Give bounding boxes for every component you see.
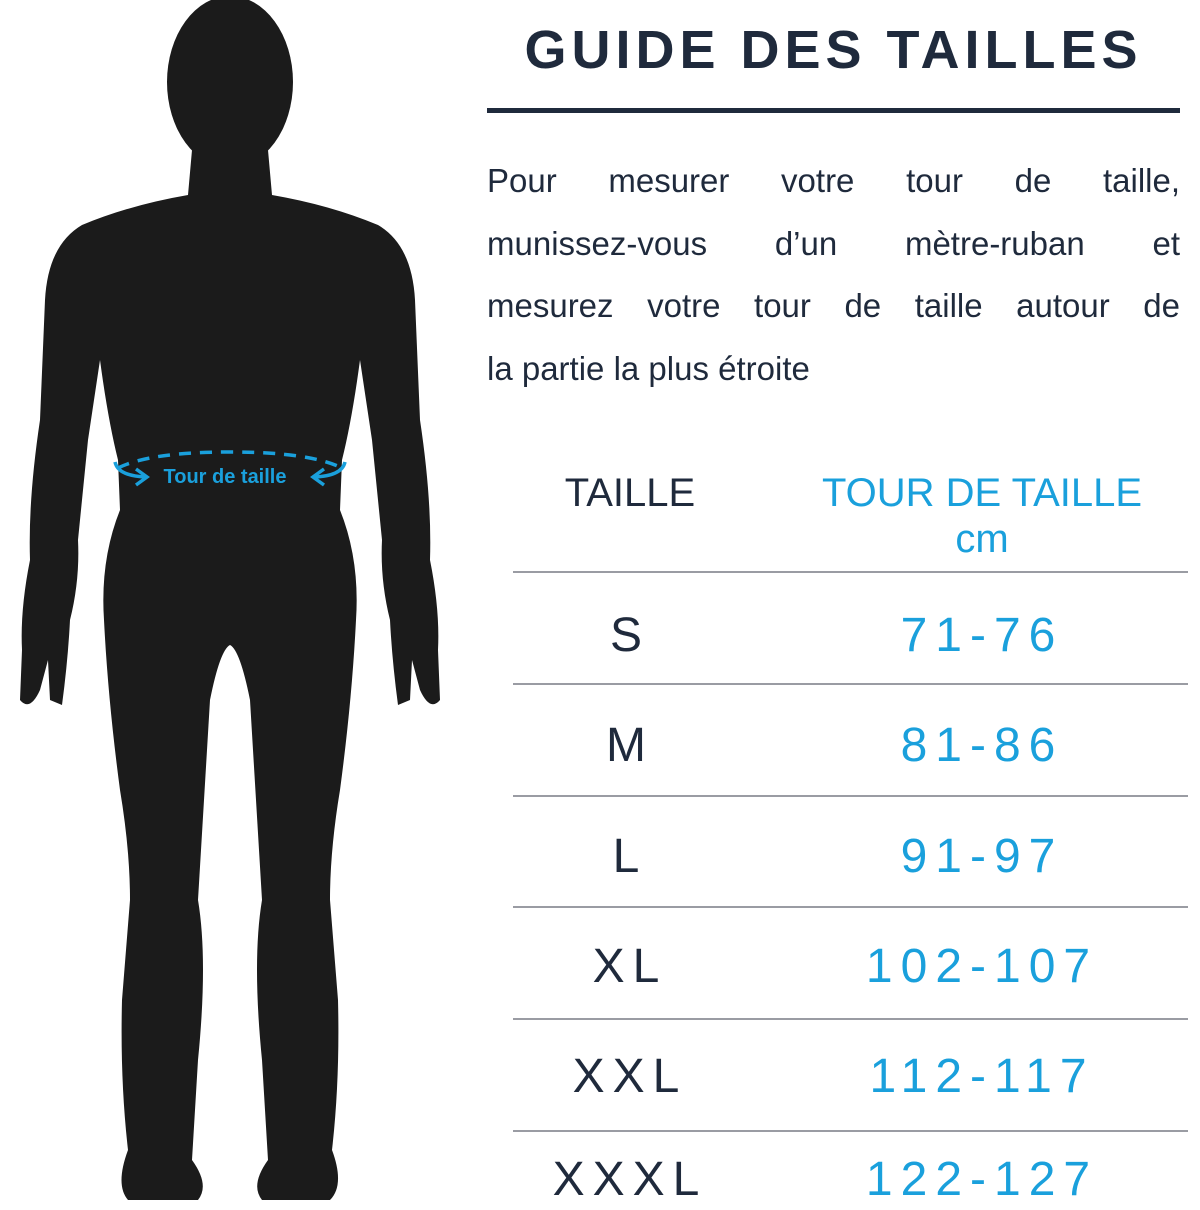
male-silhouette — [20, 0, 440, 1200]
measuring-arrows-icon — [113, 450, 347, 487]
instruction-line: la partie la plus étroite — [487, 349, 810, 387]
header-unit: cm — [955, 517, 1009, 561]
header-size: TAILLE — [564, 471, 696, 515]
row-divider — [513, 571, 1188, 573]
waist-cell: 81-86 — [900, 719, 1064, 772]
row-divider — [513, 906, 1188, 908]
waist-cell: 102-107 — [865, 940, 1099, 993]
header-waist: TOUR DE TAILLE — [821, 471, 1143, 515]
title-divider — [487, 108, 1180, 113]
waist-cell: 91-97 — [900, 830, 1064, 883]
row-divider — [513, 1130, 1188, 1132]
size-cell: XL — [592, 940, 668, 993]
size-cell: L — [612, 830, 648, 883]
row-divider — [513, 1018, 1188, 1020]
waist-cell: 71-76 — [900, 609, 1064, 662]
waist-cell: 112-117 — [869, 1050, 1095, 1103]
size-cell: M — [606, 719, 654, 772]
waist-cell: 122-127 — [865, 1153, 1099, 1206]
row-divider — [513, 683, 1188, 685]
size-cell: S — [609, 609, 650, 662]
instruction-line: munissez-vous d’un mètre-ruban et — [487, 224, 1180, 262]
instruction-line: mesurez votre tour de taille autour de — [487, 287, 1180, 324]
instructions: Pour mesurer votre tour de taille, munis… — [487, 150, 1180, 400]
size-cell: XXL — [572, 1050, 688, 1103]
page-title: GUIDE DES TAILLES — [524, 20, 1143, 80]
waist-label: Tour de taille — [163, 466, 287, 488]
row-divider — [513, 795, 1188, 797]
size-cell: XXXL — [552, 1153, 708, 1206]
instruction-line: Pour mesurer votre tour de taille, — [487, 162, 1180, 199]
